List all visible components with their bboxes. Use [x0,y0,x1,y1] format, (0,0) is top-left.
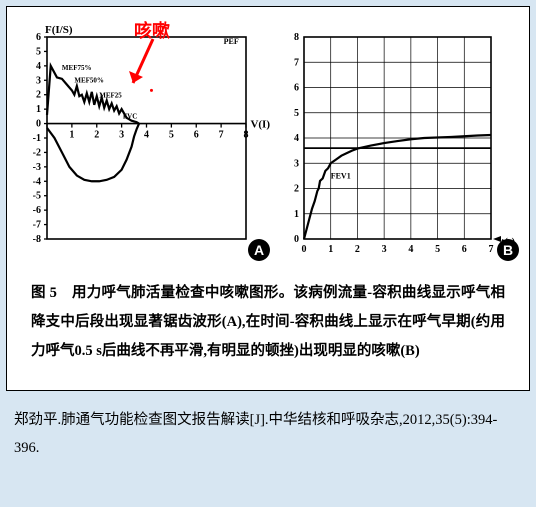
svg-text:6: 6 [462,244,467,255]
svg-text:4: 4 [144,130,149,141]
svg-text:-1: -1 [33,133,41,144]
svg-text:1: 1 [328,244,333,255]
svg-text:1: 1 [36,104,41,115]
svg-text:-3: -3 [33,162,41,173]
svg-text:7: 7 [294,57,299,68]
svg-text:-5: -5 [33,191,41,202]
svg-text:MEF50%: MEF50% [74,76,104,84]
chart-a-flow-volume: 咳嗽 12345678-8-7-6-5-4-3-2-10123456F(I/S)… [19,19,274,259]
svg-text:4: 4 [294,133,299,144]
svg-text:4: 4 [36,61,41,72]
svg-text:0: 0 [294,234,299,245]
svg-text:FEV1: FEV1 [331,171,351,180]
chart-a-badge: A [248,239,270,261]
figure-caption: 图 5 用力呼气肺活量检查中咳嗽图形。该病例流量-容积曲线显示呼气相降支中后段出… [15,267,521,382]
chart-b-badge: B [497,239,519,261]
svg-text:6: 6 [294,83,299,94]
svg-text:6: 6 [36,32,41,43]
citation-text: 郑劲平.肺通气功能检查图文报告解读[J].中华结核和呼吸杂志,2012,35(5… [0,397,536,468]
svg-text:1: 1 [69,130,74,141]
svg-text:6: 6 [194,130,199,141]
svg-text:-8: -8 [33,234,41,245]
svg-text:FVC: FVC [123,113,137,121]
svg-text:4: 4 [408,244,413,255]
charts-row: 咳嗽 12345678-8-7-6-5-4-3-2-10123456F(I/S)… [15,15,521,267]
svg-text:0: 0 [302,244,307,255]
svg-text:2: 2 [294,184,299,195]
svg-text:3: 3 [119,130,124,141]
svg-text:2: 2 [94,130,99,141]
svg-text:-2: -2 [33,147,41,158]
svg-text:MEF25: MEF25 [99,92,122,100]
svg-text:MEF75%: MEF75% [62,64,92,72]
cough-annotation-arrow [125,37,165,93]
svg-text:7: 7 [219,130,224,141]
svg-text:-6: -6 [33,205,41,216]
svg-text:F(I/S): F(I/S) [45,24,73,36]
svg-text:PEF: PEF [224,37,239,46]
svg-text:8: 8 [294,32,299,43]
svg-text:0: 0 [36,119,41,130]
figure-title: 用力呼气肺活量检查中咳嗽图形。 [72,285,294,301]
svg-text:5: 5 [36,46,41,57]
svg-text:-7: -7 [33,220,41,231]
svg-text:-4: -4 [33,176,41,187]
chart-b-time-volume: 01234567012345678t(s)FEV1 B [282,19,517,259]
svg-text:2: 2 [355,244,360,255]
svg-text:1: 1 [294,209,299,220]
svg-text:7: 7 [489,244,494,255]
chart-b-svg: 01234567012345678t(s)FEV1 [282,19,517,259]
svg-text:V(I): V(I) [250,119,270,131]
svg-text:5: 5 [435,244,440,255]
figure-number: 图 5 [31,285,57,301]
figure-container: 咳嗽 12345678-8-7-6-5-4-3-2-10123456F(I/S)… [6,6,530,391]
svg-text:5: 5 [294,108,299,119]
svg-text:2: 2 [36,90,41,101]
svg-text:3: 3 [294,158,299,169]
svg-text:8: 8 [244,130,249,141]
svg-text:3: 3 [36,75,41,86]
svg-text:3: 3 [382,244,387,255]
svg-text:5: 5 [169,130,174,141]
